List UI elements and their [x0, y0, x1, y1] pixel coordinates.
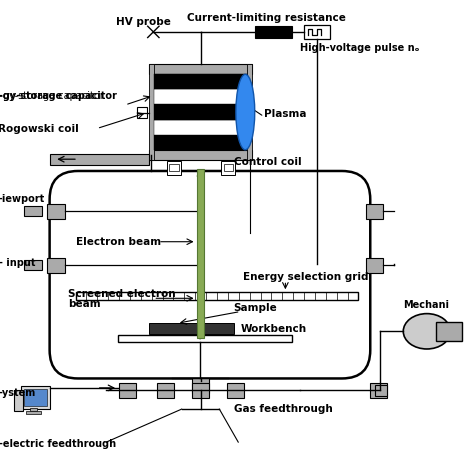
Text: Energy selection grid: Energy selection grid — [243, 272, 368, 282]
Bar — [224, 164, 233, 171]
Bar — [75, 292, 358, 300]
Bar — [149, 323, 234, 334]
Text: Screened electron: Screened electron — [68, 289, 176, 299]
Text: Control coil: Control coil — [234, 156, 301, 166]
Bar — [169, 164, 179, 171]
Bar — [50, 154, 149, 165]
Bar — [304, 25, 330, 39]
Text: –electric feedthrough: –electric feedthrough — [0, 438, 116, 448]
Bar — [247, 64, 252, 160]
Bar — [255, 26, 292, 37]
Bar — [228, 383, 245, 398]
Text: –gy-storage capacitor: –gy-storage capacitor — [0, 91, 117, 100]
Text: beam: beam — [68, 299, 101, 309]
Bar — [365, 258, 383, 273]
Text: Sample: Sample — [234, 303, 277, 313]
Bar — [21, 385, 50, 409]
Text: Plasma: Plasma — [264, 109, 307, 119]
Bar — [14, 390, 23, 411]
Text: –iewport: –iewport — [0, 194, 45, 204]
Bar — [155, 135, 247, 150]
Bar — [370, 383, 387, 398]
Bar — [155, 119, 247, 135]
Bar — [192, 378, 209, 392]
Text: – input: – input — [0, 258, 35, 268]
Text: Workbench: Workbench — [241, 324, 307, 334]
Bar — [436, 322, 462, 341]
Bar — [119, 383, 136, 398]
Text: Electron beam: Electron beam — [75, 237, 161, 246]
Bar — [149, 64, 252, 74]
Bar — [24, 206, 42, 216]
Text: Mechani: Mechani — [403, 301, 449, 310]
FancyBboxPatch shape — [50, 171, 370, 378]
Bar — [24, 260, 42, 271]
Bar — [155, 90, 247, 104]
Text: High-voltage pulse nₒ: High-voltage pulse nₒ — [300, 44, 419, 54]
Bar — [155, 104, 247, 119]
Bar — [47, 258, 65, 273]
Bar — [375, 384, 387, 396]
Text: Gas feedthrough: Gas feedthrough — [234, 404, 332, 414]
Text: –ystem: –ystem — [0, 388, 36, 398]
Bar — [137, 107, 147, 118]
Bar — [197, 169, 203, 338]
Text: Rogowski coil: Rogowski coil — [0, 124, 79, 134]
Text: HV probe: HV probe — [117, 18, 172, 27]
Bar — [149, 64, 155, 160]
Text: –gy-storage capacitor: –gy-storage capacitor — [0, 91, 103, 100]
Bar — [149, 150, 252, 160]
Bar — [221, 161, 236, 175]
Text: Current-limiting resistance: Current-limiting resistance — [187, 13, 346, 23]
Bar — [30, 408, 37, 411]
Bar — [156, 383, 173, 398]
Ellipse shape — [403, 314, 450, 349]
Bar — [24, 389, 47, 406]
Bar — [167, 161, 181, 175]
Bar — [26, 410, 41, 414]
Bar — [118, 335, 292, 342]
Bar — [365, 203, 383, 219]
Ellipse shape — [236, 74, 255, 150]
Bar — [192, 383, 209, 398]
Bar — [47, 203, 65, 219]
Bar — [155, 74, 247, 90]
